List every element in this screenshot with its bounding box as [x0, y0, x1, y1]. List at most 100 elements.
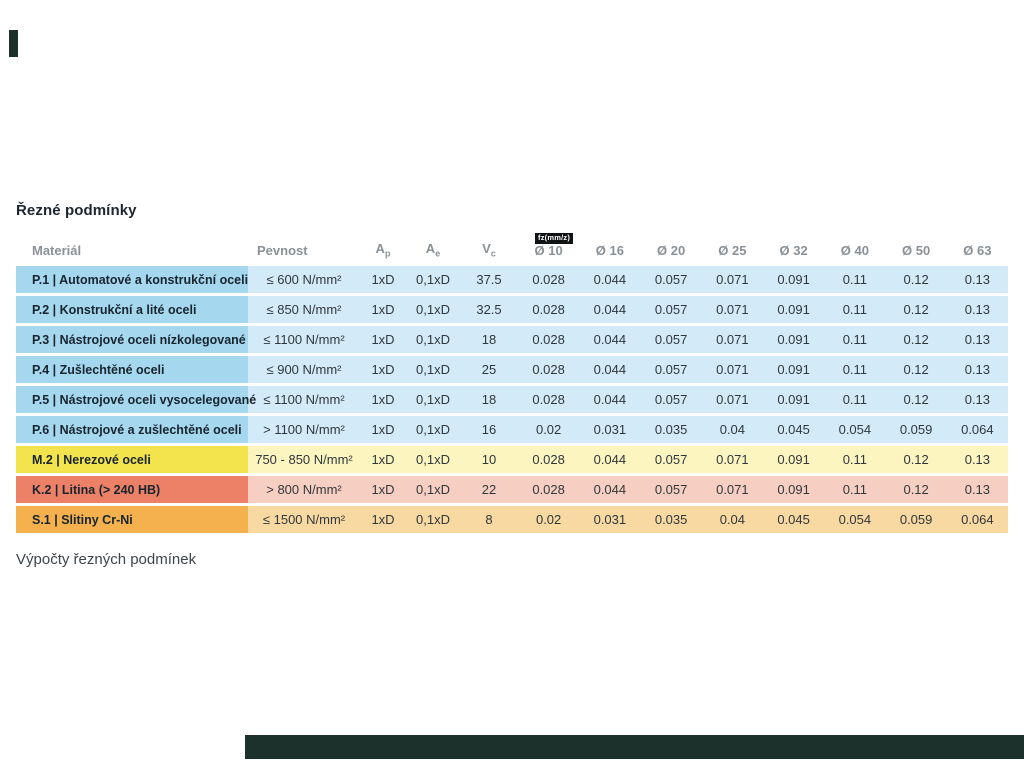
- value-cell: 0.11: [824, 476, 886, 503]
- value-cell: ≤ 600 N/mm²: [248, 266, 360, 293]
- value-cell: 0.11: [824, 296, 886, 323]
- value-cell: 22: [460, 476, 518, 503]
- value-cell: 0.091: [763, 386, 825, 413]
- value-cell: 0,1xD: [406, 476, 460, 503]
- column-header-12: Ø 63: [963, 242, 992, 258]
- value-cell: 0.12: [885, 446, 947, 473]
- value-cell: 0,1xD: [406, 266, 460, 293]
- value-cell: 0.057: [640, 476, 702, 503]
- material-cell: M.2 | Nerezové oceli: [16, 446, 248, 473]
- value-cell: 1xD: [360, 266, 406, 293]
- material-cell: P.5 | Nástrojové oceli vysocelegované: [16, 386, 256, 413]
- value-cell: 1xD: [360, 446, 406, 473]
- value-cell: 750 - 850 N/mm²: [248, 446, 360, 473]
- value-cell: 1xD: [360, 356, 406, 383]
- value-cell: 0.071: [701, 266, 763, 293]
- column-header-8: Ø 25: [718, 242, 747, 258]
- value-cell: 37.5: [460, 266, 518, 293]
- value-cell: 0.12: [885, 476, 947, 503]
- value-cell: 0.044: [579, 296, 641, 323]
- fz-unit-badge: fz(mm/z): [535, 233, 574, 244]
- value-cell: 0,1xD: [406, 446, 460, 473]
- conditions-table: Materiál Pevnost Ap Ae Vc Ø 10 Ø 16 Ø 20 Ø 25 Ø 3…: [16, 234, 1008, 536]
- value-cell: 0.13: [946, 356, 1008, 383]
- value-cell: 0.071: [701, 386, 763, 413]
- value-cell: 0.071: [701, 296, 763, 323]
- column-header-3: Ae: [425, 241, 441, 259]
- value-cell: 0.028: [518, 266, 580, 293]
- top-left-dark-mark: [9, 30, 18, 57]
- value-cell: ≤ 1100 N/mm²: [248, 326, 360, 353]
- value-cell: 1xD: [360, 296, 406, 323]
- table-row: P.1 | Automatové a konstrukční oceli ≤ 60…: [16, 266, 1008, 293]
- value-cell: 0.031: [579, 416, 641, 443]
- value-cell: 0.12: [885, 326, 947, 353]
- table-row: S.1 | Slitiny Cr-Ni ≤ 1500 N/mm² 1xD 0,1xD 8…: [16, 506, 1008, 533]
- section-title-cutting-conditions: Řezné podmínky: [16, 202, 137, 219]
- value-cell: 0,1xD: [406, 506, 460, 533]
- value-cell: 0.035: [640, 506, 702, 533]
- table-row: P.3 | Nástrojové oceli nízkolegované ≤ 11…: [16, 326, 1008, 353]
- value-cell: 0.091: [763, 446, 825, 473]
- value-cell: > 800 N/mm²: [248, 476, 360, 503]
- value-cell: 0.11: [824, 356, 886, 383]
- value-cell: 16: [460, 416, 518, 443]
- column-header-9: Ø 32: [779, 242, 808, 258]
- calculations-section-link[interactable]: Výpočty řezných podmínek: [16, 551, 197, 568]
- value-cell: 18: [460, 386, 518, 413]
- value-cell: 1xD: [360, 386, 406, 413]
- value-cell: 0.071: [701, 476, 763, 503]
- value-cell: 0.091: [763, 476, 825, 503]
- value-cell: 0.059: [885, 416, 947, 443]
- value-cell: 0.031: [579, 506, 641, 533]
- value-cell: 0.057: [640, 266, 702, 293]
- value-cell: 0.028: [518, 446, 580, 473]
- value-cell: 0,1xD: [406, 416, 460, 443]
- value-cell: 0.12: [885, 296, 947, 323]
- value-cell: 0.028: [518, 476, 580, 503]
- value-cell: 0.028: [518, 356, 580, 383]
- column-header-5: Ø 10: [534, 242, 563, 258]
- table-row: P.4 | Zušlechtěné oceli ≤ 900 N/mm² 1xD 0,1…: [16, 356, 1008, 383]
- value-cell: 10: [460, 446, 518, 473]
- value-cell: 0.02: [518, 416, 580, 443]
- material-cell: P.3 | Nástrojové oceli nízkolegované: [16, 326, 248, 353]
- value-cell: 0.13: [946, 446, 1008, 473]
- bottom-dark-bar: [245, 735, 1024, 759]
- material-cell: P.4 | Zušlechtěné oceli: [16, 356, 248, 383]
- column-header-10: Ø 40: [840, 242, 869, 258]
- value-cell: 0.028: [518, 326, 580, 353]
- value-cell: 0.11: [824, 326, 886, 353]
- value-cell: 0.02: [518, 506, 580, 533]
- value-cell: 0,1xD: [406, 356, 460, 383]
- value-cell: 0,1xD: [406, 326, 460, 353]
- value-cell: 0.057: [640, 356, 702, 383]
- value-cell: 0.045: [763, 416, 825, 443]
- value-cell: 25: [460, 356, 518, 383]
- value-cell: 0.11: [824, 386, 886, 413]
- value-cell: 1xD: [360, 506, 406, 533]
- value-cell: 0.04: [701, 416, 763, 443]
- table-row: P.5 | Nástrojové oceli vysocelegované ≤ 1…: [16, 386, 1008, 413]
- value-cell: 0.13: [946, 296, 1008, 323]
- value-cell: 1xD: [360, 476, 406, 503]
- value-cell: 0.071: [701, 446, 763, 473]
- value-cell: 8: [460, 506, 518, 533]
- value-cell: 0.04: [701, 506, 763, 533]
- column-header-11: Ø 50: [902, 242, 931, 258]
- value-cell: 0.044: [579, 386, 641, 413]
- value-cell: 0.059: [885, 506, 947, 533]
- value-cell: 0.064: [946, 506, 1008, 533]
- value-cell: 0.13: [946, 266, 1008, 293]
- table-row: P.2 | Konstrukční a lité oceli ≤ 850 N/mm…: [16, 296, 1008, 323]
- value-cell: 0.028: [518, 386, 580, 413]
- column-header-6: Ø 16: [595, 242, 624, 258]
- value-cell: 0.044: [579, 356, 641, 383]
- column-header-4: Vc: [482, 241, 496, 259]
- value-cell: 0.12: [885, 266, 947, 293]
- value-cell: 1xD: [360, 416, 406, 443]
- value-cell: 0.064: [946, 416, 1008, 443]
- value-cell: 0.035: [640, 416, 702, 443]
- value-cell: 0.057: [640, 326, 702, 353]
- value-cell: 0.028: [518, 296, 580, 323]
